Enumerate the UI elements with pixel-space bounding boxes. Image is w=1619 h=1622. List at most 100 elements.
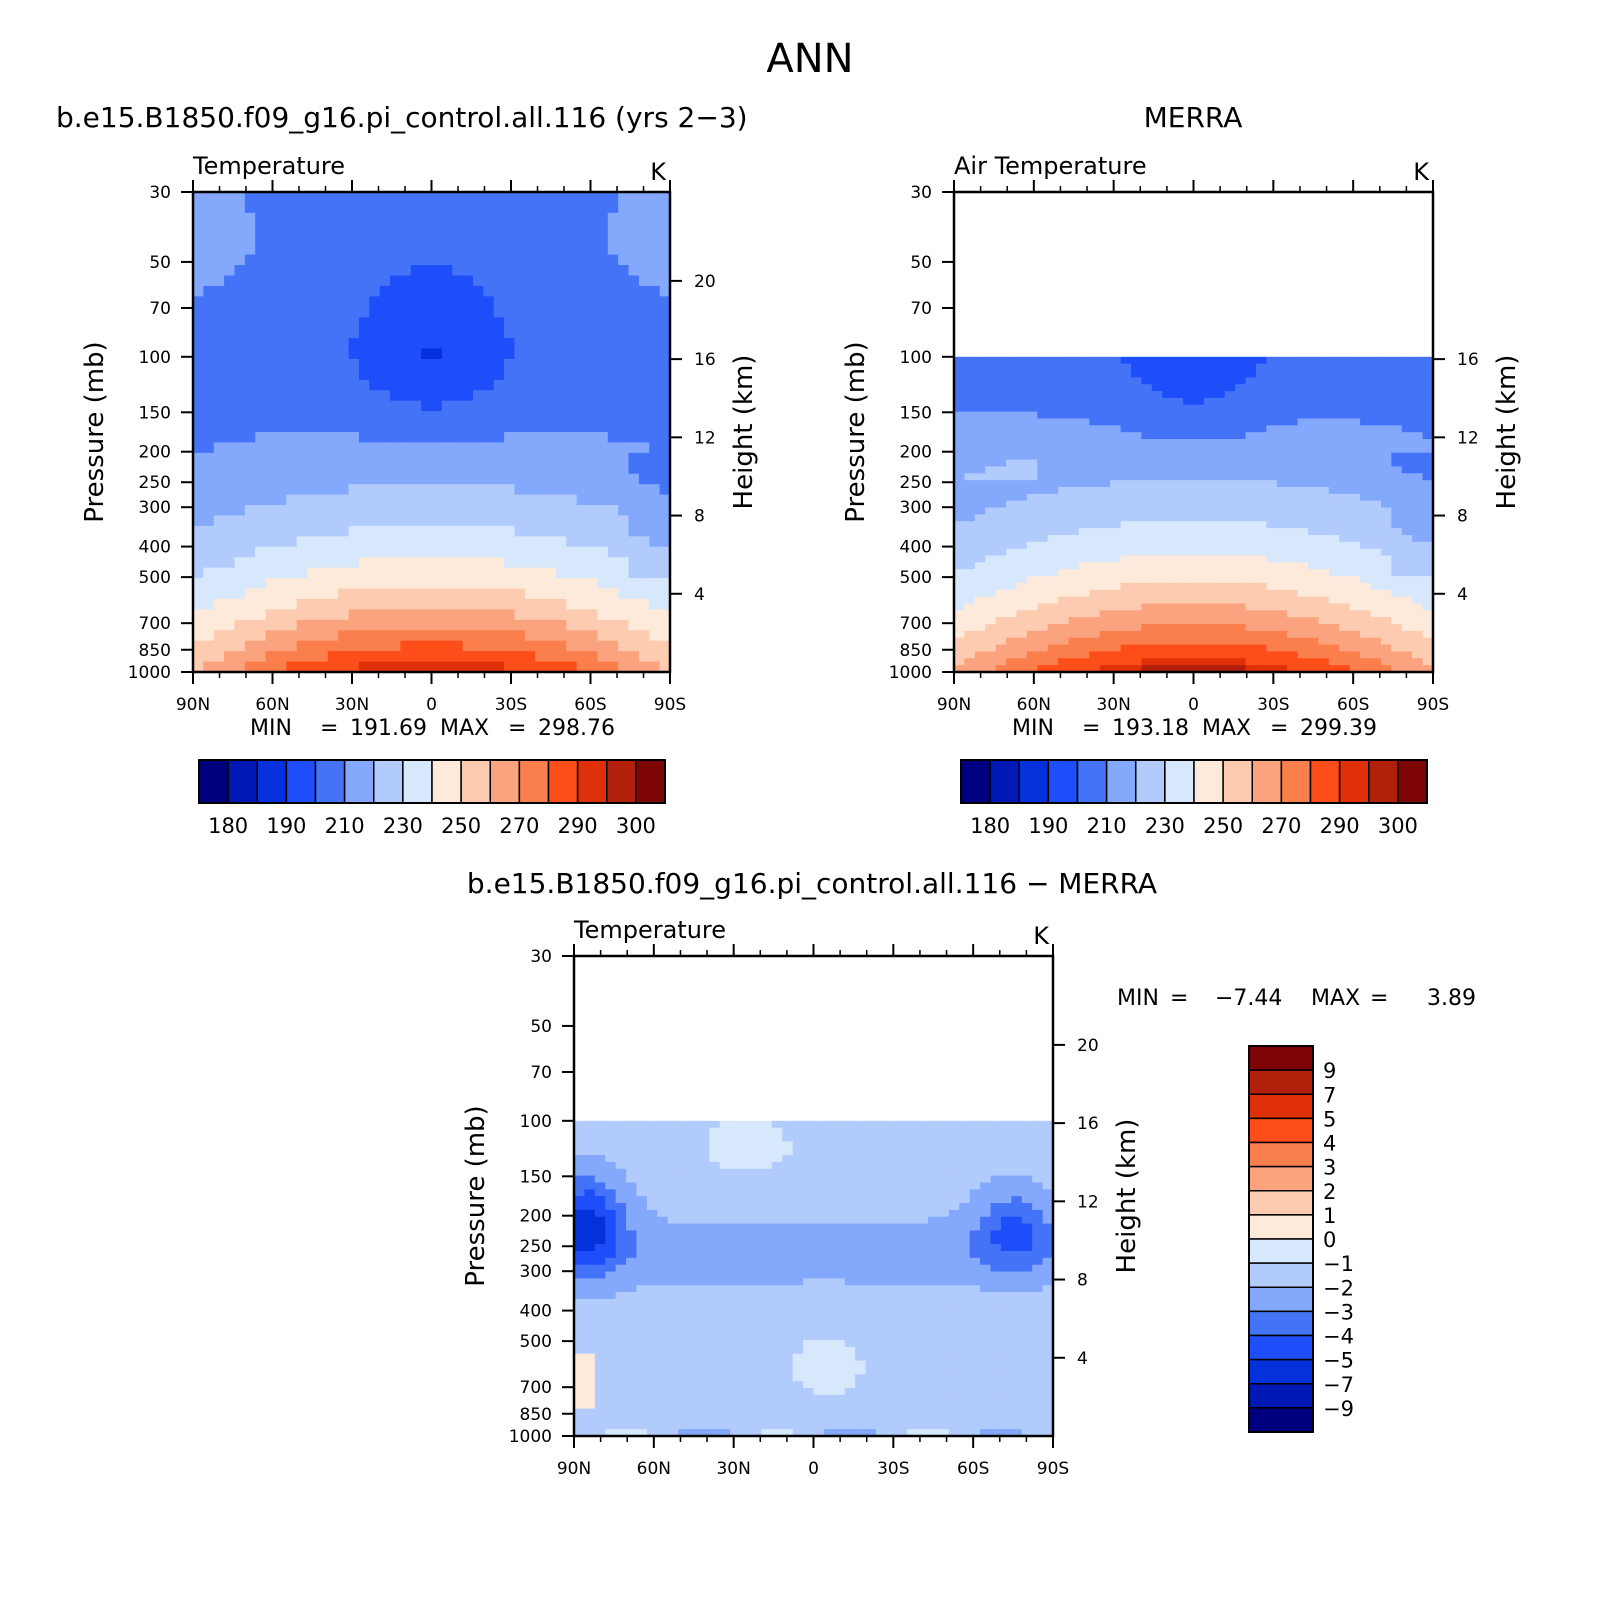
contour-cell: [990, 1161, 1002, 1170]
contour-cell: [1110, 480, 1122, 488]
contour-cell: [255, 567, 267, 579]
contour-cell: [462, 619, 474, 631]
contour-cell: [317, 525, 329, 537]
contour-cell: [358, 192, 370, 204]
contour-cell: [1183, 630, 1195, 639]
contour-cell: [545, 484, 557, 496]
contour-cell: [286, 546, 298, 558]
contour-cell: [659, 442, 671, 454]
contour-cell: [1308, 377, 1320, 385]
contour-cell: [803, 1175, 815, 1184]
contour-cell: [514, 254, 526, 266]
contour-cell: [1078, 466, 1090, 474]
contour-cell: [566, 379, 578, 391]
contour-cell: [607, 254, 619, 266]
contour-cell: [1068, 486, 1080, 495]
contour-cell: [1255, 473, 1267, 481]
contour-cell: [907, 1161, 919, 1170]
contour-cell: [959, 1168, 971, 1177]
contour-cell: [719, 1127, 731, 1136]
contour-cell: [649, 661, 661, 673]
contour-cell: [410, 411, 422, 423]
contour-cell: [462, 630, 474, 642]
contour-cell: [327, 296, 339, 308]
contour-cell: [576, 192, 588, 204]
contour-cell: [1214, 466, 1226, 474]
contour-cell: [296, 327, 308, 339]
contour-cell: [1224, 624, 1236, 632]
contour-cell: [472, 275, 484, 287]
contour-cell: [193, 473, 204, 485]
contour-cell: [524, 505, 536, 517]
contour-cell: [1391, 466, 1403, 474]
contour-cell: [275, 463, 287, 475]
contour-cell: [1276, 596, 1288, 605]
contour-cell: [1380, 514, 1392, 522]
contour-cell: [964, 582, 976, 591]
contour-cell: [1131, 486, 1143, 495]
contour-cell: [535, 515, 547, 527]
contour-cell: [1183, 658, 1195, 666]
contour-cell: [421, 505, 433, 517]
contour-cell: [555, 400, 567, 412]
contour-cell: [234, 473, 246, 485]
contour-cell: [1255, 610, 1267, 618]
contour-cell: [1422, 391, 1434, 399]
contour-cell: [504, 525, 516, 537]
contour-cell: [954, 562, 966, 570]
contour-cell: [1110, 404, 1122, 413]
contour-cell: [1110, 534, 1122, 543]
contour-cell: [626, 1175, 638, 1184]
contour-cell: [834, 1141, 846, 1149]
contour-cell: [1245, 411, 1257, 420]
contour-cell: [390, 400, 401, 412]
contour-cell: [628, 317, 640, 329]
contour-cell: [1162, 624, 1174, 632]
contour-cell: [678, 1182, 690, 1190]
contour-cell: [628, 379, 640, 391]
contour-cell: [203, 494, 215, 506]
contour-cell: [1266, 555, 1278, 563]
contour-cell: [667, 1168, 679, 1177]
contour-cell: [1224, 528, 1236, 536]
contour-cell: [524, 640, 536, 652]
contour-cell: [1203, 610, 1215, 618]
contour-cell: [483, 494, 495, 506]
contour-cell: [1032, 1148, 1044, 1156]
contour-cell: [338, 505, 350, 517]
contour-cell: [638, 452, 650, 464]
contour-cell: [1287, 582, 1299, 591]
contour-cell: [348, 442, 360, 454]
contour-cell: [628, 244, 640, 256]
contour-cell: [1183, 356, 1195, 365]
contour-cell: [1183, 384, 1195, 392]
contour-cell: [1328, 596, 1340, 605]
contour-cell: [1339, 610, 1351, 618]
contour-cell: [587, 588, 599, 600]
contour-cell: [1026, 384, 1038, 392]
contour-cell: [1297, 377, 1309, 385]
contour-cell: [1235, 541, 1247, 550]
contour-cell: [1078, 480, 1090, 488]
contour-cell: [1151, 459, 1163, 468]
contour-cell: [1078, 493, 1090, 502]
contour-cell: [1339, 397, 1351, 406]
contour-cell: [1183, 500, 1195, 509]
contour-cell: [193, 452, 204, 464]
contour-cell: [1328, 384, 1340, 392]
contour-cell: [358, 285, 370, 297]
contour-cell: [483, 525, 495, 537]
contour-cell: [709, 1148, 721, 1156]
contour-cell: [587, 254, 599, 266]
contour-cell: [1318, 630, 1330, 639]
contour-cell: [493, 212, 505, 224]
contour-cell: [974, 445, 986, 454]
contour-cell: [638, 379, 650, 391]
contour-cell: [636, 1182, 648, 1190]
contour-cell: [1349, 480, 1361, 488]
contour-cell: [555, 244, 567, 256]
contour-cell: [483, 661, 495, 673]
contour-cell: [1131, 445, 1143, 454]
contour-cell: [649, 536, 661, 548]
contour-cell: [995, 384, 1007, 392]
